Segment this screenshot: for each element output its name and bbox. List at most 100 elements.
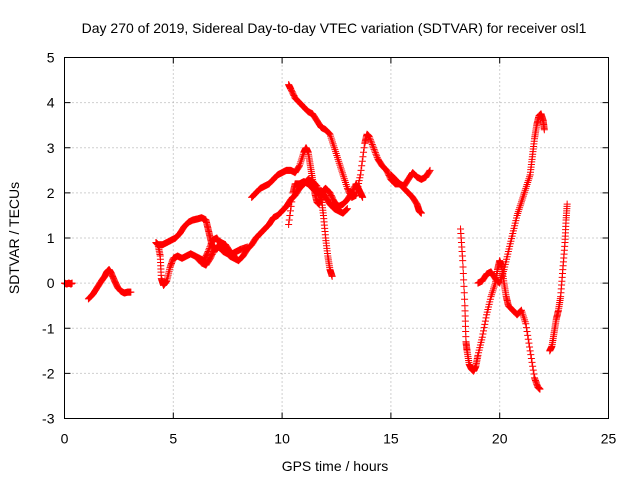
data-point-s6	[297, 156, 305, 164]
data-point-s7	[360, 144, 368, 152]
data-point-s10	[459, 269, 467, 277]
data-point-s7	[332, 150, 340, 158]
data-point-s7	[368, 139, 376, 147]
data-point-s10	[521, 316, 529, 324]
data-point-s10	[481, 320, 489, 328]
data-point-s10	[528, 358, 536, 366]
data-point-s7	[335, 159, 343, 167]
data-point-s11	[517, 198, 525, 206]
data-point-s10	[520, 314, 528, 322]
data-point-s7	[360, 148, 368, 156]
data-point-s7	[328, 136, 336, 144]
data-point-s11	[520, 190, 528, 198]
data-point-s7	[426, 166, 434, 174]
data-point-s7	[359, 153, 367, 161]
data-point-s7	[366, 134, 374, 142]
data-point-s11	[525, 175, 533, 183]
data-point-s7	[355, 180, 363, 188]
y-tick-label: 1	[47, 230, 55, 246]
data-point-s11	[521, 186, 529, 194]
data-point-s10	[526, 347, 534, 355]
data-point-s11	[540, 126, 548, 134]
data-point-s11	[516, 202, 524, 210]
x-tick-label: 25	[601, 431, 617, 447]
data-point-s10	[459, 257, 467, 265]
data-point-s11	[523, 180, 531, 188]
data-point-s11	[522, 184, 530, 192]
data-point-s7	[354, 182, 362, 190]
data-point-s10	[530, 370, 538, 378]
data-point-s7	[371, 149, 379, 157]
data-point-s10	[524, 331, 532, 339]
data-point-s10	[529, 366, 537, 374]
data-point-s10	[523, 327, 531, 335]
data-point-s7	[356, 171, 364, 179]
data-point-s7	[330, 142, 338, 150]
data-point-s10	[524, 335, 532, 343]
data-point-s7	[358, 162, 366, 170]
data-point-s10	[489, 287, 497, 295]
data-point-s10	[489, 285, 497, 293]
data-point-s7	[425, 167, 433, 175]
data-point-s12	[563, 200, 571, 208]
data-point-s7	[329, 140, 337, 148]
data-point-s7	[330, 144, 338, 152]
data-point-s8	[285, 216, 293, 224]
y-tick-label: 0	[47, 275, 55, 291]
data-point-s11	[515, 206, 523, 214]
y-tick-label: 5	[47, 50, 55, 66]
data-point-s7	[365, 132, 373, 140]
data-point-s7	[340, 173, 348, 181]
data-point-s11	[516, 204, 524, 212]
data-point-s10	[521, 318, 529, 326]
data-point-s7	[332, 148, 340, 156]
data-point-s8	[286, 207, 294, 215]
data-point-s10	[525, 339, 533, 347]
data-point-s10	[488, 291, 496, 299]
data-point-s7	[367, 137, 375, 145]
data-point-s6	[298, 154, 306, 162]
y-tick-label: 3	[47, 140, 55, 156]
data-marks	[61, 81, 571, 393]
data-point-s7	[372, 150, 380, 158]
data-point-s7	[356, 174, 364, 182]
plot-frame	[64, 57, 609, 419]
data-point-s8	[343, 205, 351, 213]
data-point-s10	[460, 276, 468, 284]
chart-title: Day 270 of 2019, Sidereal Day-to-day VTE…	[82, 20, 587, 36]
data-point-s10	[536, 385, 544, 393]
data-point-s10	[529, 362, 537, 370]
data-point-s8	[285, 220, 293, 228]
data-point-s7	[353, 188, 361, 196]
y-tick-label: -3	[42, 411, 55, 427]
data-point-s7	[353, 185, 361, 193]
data-point-s8	[288, 193, 296, 201]
data-point-s7	[352, 191, 360, 199]
y-tick-label: -1	[42, 320, 55, 336]
data-point-s7	[355, 177, 363, 185]
data-point-s7	[357, 166, 365, 174]
data-point-s7	[333, 151, 341, 159]
data-point-s11	[524, 179, 532, 187]
data-point-s10	[461, 295, 469, 303]
data-point-s10	[460, 282, 468, 290]
data-point-s10	[522, 320, 530, 328]
data-point-s7	[369, 142, 377, 150]
data-point-s7	[337, 163, 345, 171]
data-point-s7	[331, 146, 339, 154]
data-point-s7	[369, 144, 377, 152]
data-point-s11	[522, 182, 530, 190]
data-point-s7	[371, 147, 379, 155]
data-point-s10	[527, 355, 535, 363]
data-point-s7	[358, 157, 366, 165]
data-point-s3	[328, 272, 336, 280]
data-point-s7	[339, 171, 347, 179]
x-axis-label: GPS time / hours	[282, 458, 389, 474]
data-point-s11	[514, 210, 522, 218]
data-point-s10	[490, 283, 498, 291]
data-point-s10	[480, 327, 488, 335]
data-point-s10	[478, 333, 486, 341]
data-point-s7	[335, 157, 343, 165]
data-point-s10	[479, 330, 487, 338]
